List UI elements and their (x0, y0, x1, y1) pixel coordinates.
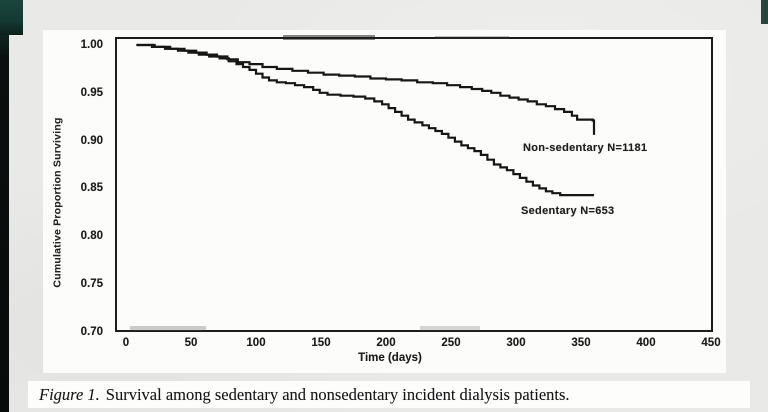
top-left-corner-accent (0, 0, 23, 35)
y-tick-label: 0.80 (80, 230, 103, 243)
y-tick-label: 0.90 (80, 134, 103, 147)
legend-non-sedentary: Non-sedentary N=1181 (523, 142, 648, 154)
y-tick-label: 0.75 (80, 278, 103, 290)
x-tick-label: 50 (184, 337, 198, 349)
x-tick-label: 150 (311, 337, 331, 349)
legend-sedentary: Sedentary N=653 (521, 205, 615, 217)
x-tick-label: 100 (246, 337, 266, 349)
caption-text: Survival among sedentary and nonsedentar… (105, 384, 570, 404)
figure-caption: Figure 1. Survival among sedentary and n… (28, 381, 750, 408)
y-axis-title: Cumulative Proportion Surviving (51, 117, 64, 288)
caption-figure-label: Figure 1. (39, 384, 100, 404)
top-right-corner-accent (761, 0, 768, 24)
plot-area (115, 37, 713, 332)
y-tick-label: 1.00 (80, 39, 103, 51)
y-tick-label: 0.85 (80, 182, 103, 195)
y-tick-label: 0.70 (80, 325, 103, 338)
x-tick-label: 400 (636, 337, 656, 349)
x-tick-label: 450 (701, 337, 721, 349)
x-axis-title: Time (days) (358, 352, 422, 364)
survival-chart-panel: Cumulative Proportion Surviving 1.00 0.95… (43, 30, 726, 373)
x-tick-label: 200 (376, 337, 396, 349)
x-tick-label: 350 (571, 337, 591, 349)
y-tick-label: 0.95 (80, 86, 103, 99)
left-edge-strip (0, 0, 9, 412)
x-tick-label: 250 (441, 337, 461, 349)
x-tick-label: 300 (506, 337, 526, 349)
x-tick-label: 0 (122, 337, 130, 349)
